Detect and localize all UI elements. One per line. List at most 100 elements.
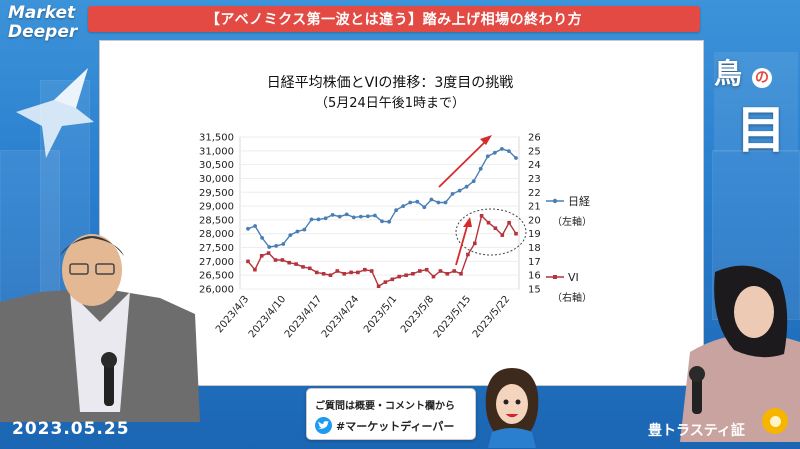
- data-point: [328, 273, 333, 277]
- broadcast-date: 2023.05.25: [12, 419, 130, 439]
- y-left-tick-label: 27,000: [199, 257, 234, 268]
- data-point: [466, 252, 470, 257]
- data-point: [404, 273, 408, 277]
- data-point: [380, 219, 384, 224]
- up-arrow-vi: [455, 222, 469, 266]
- x-tick-label: 2023/4/24: [320, 294, 361, 340]
- data-point: [246, 259, 250, 264]
- y-left-tick-label: 31,000: [199, 146, 234, 157]
- y-left-tick-label: 30,000: [199, 174, 234, 185]
- arrowhead-vi: [463, 217, 472, 227]
- data-point: [485, 154, 490, 159]
- data-point: [500, 233, 505, 237]
- hashtag-line: #マーケットディーパー: [315, 417, 454, 434]
- legend-label: 日経: [568, 195, 590, 208]
- data-point: [323, 216, 328, 221]
- x-tick-label: 2023/5/8: [399, 294, 436, 335]
- data-point: [436, 200, 441, 205]
- data-point: [308, 266, 312, 271]
- data-point: [411, 272, 415, 276]
- y-left-tick-label: 30,500: [199, 160, 234, 171]
- up-arrow-nikkei: [438, 138, 489, 188]
- data-point: [443, 200, 448, 205]
- data-point: [295, 229, 300, 234]
- x-tick-label: 2023/5/1: [362, 294, 399, 335]
- data-point: [473, 241, 477, 246]
- data-point: [349, 270, 353, 275]
- data-point: [267, 245, 272, 249]
- y-right-tick-label: 15: [528, 285, 541, 296]
- data-point: [390, 277, 395, 282]
- background-building: [0, 150, 60, 310]
- data-point: [459, 272, 463, 276]
- y-left-tick-label: 28,000: [199, 229, 234, 240]
- chart-slide: 日経平均株価とVIの推移：3度目の挑戦 （5月24日午後1時まで） 26,000…: [99, 40, 704, 386]
- legend-axis-note: （右軸）: [552, 291, 592, 304]
- data-point: [479, 214, 484, 218]
- torinome-kanji-eye: 目: [736, 101, 786, 159]
- data-point: [366, 214, 370, 219]
- y-right-tick-label: 25: [528, 146, 541, 157]
- data-point: [330, 213, 335, 217]
- data-point: [478, 166, 483, 171]
- data-point: [274, 244, 279, 248]
- y-left-tick-label: 28,500: [199, 215, 234, 226]
- data-point: [424, 267, 429, 272]
- logo-line2: Deeper: [8, 22, 78, 42]
- legend-marker: [552, 198, 558, 204]
- data-point: [356, 270, 360, 275]
- video-title-bar: 【アベノミクス第一波とは違う】踏み上げ相場の終わり方: [88, 6, 700, 32]
- data-point: [514, 156, 518, 160]
- y-right-tick-label: 21: [528, 202, 541, 213]
- y-right-tick-label: 24: [528, 160, 541, 171]
- sponsor-logo: 豊トラスティ証: [648, 423, 745, 439]
- data-point: [253, 224, 257, 228]
- data-point: [429, 197, 434, 202]
- data-point: [287, 260, 291, 265]
- data-point: [438, 269, 443, 273]
- x-tick-label: 2023/4/17: [283, 294, 324, 340]
- y-left-tick-label: 31,500: [199, 133, 234, 144]
- question-box: ご質問は概要・コメント欄から #マーケットディーパー: [306, 388, 476, 440]
- series-line: [247, 214, 517, 288]
- caricature-avatar: [485, 368, 539, 448]
- data-point: [351, 215, 356, 220]
- chart-title-line1: 日経平均株価とVIの推移：3度目の挑戦: [267, 75, 514, 91]
- highlight-circle: [455, 208, 527, 256]
- data-point: [253, 267, 257, 272]
- y-right-tick-label: 20: [528, 215, 541, 226]
- data-point: [344, 212, 349, 217]
- twitter-icon: [315, 417, 332, 434]
- data-point: [401, 204, 406, 209]
- arrowhead-nikkei: [480, 135, 492, 145]
- data-point: [273, 258, 278, 262]
- y-right-tick-label: 18: [528, 243, 541, 254]
- y-left-tick-label: 26,000: [199, 285, 234, 296]
- y-right-tick-label: 19: [528, 229, 541, 240]
- data-point: [418, 269, 422, 273]
- y-left-tick-label: 29,000: [199, 202, 234, 213]
- data-point: [280, 258, 285, 262]
- y-right-tick-label: 26: [528, 133, 541, 144]
- data-point: [246, 226, 250, 231]
- data-point: [260, 236, 264, 240]
- logo-line1: Market: [8, 3, 76, 23]
- data-point: [493, 226, 498, 230]
- data-point: [314, 270, 319, 275]
- data-point: [457, 188, 462, 193]
- data-point: [422, 205, 427, 210]
- x-tick-label: 2023/5/15: [432, 294, 473, 340]
- data-point: [387, 219, 391, 224]
- data-point: [281, 242, 286, 246]
- data-point: [302, 227, 307, 232]
- hashtag-text: #マーケットディーパー: [336, 419, 455, 433]
- data-point: [335, 269, 340, 273]
- torinome-hiragana: の: [752, 68, 772, 88]
- data-point: [316, 217, 321, 222]
- plot-area: [239, 136, 520, 290]
- data-point: [464, 184, 469, 189]
- data-point: [321, 272, 326, 276]
- question-text: ご質問は概要・コメント欄から: [315, 401, 455, 412]
- torinome-logo: 鳥 の 目: [706, 46, 798, 159]
- legend-marker: [553, 275, 557, 279]
